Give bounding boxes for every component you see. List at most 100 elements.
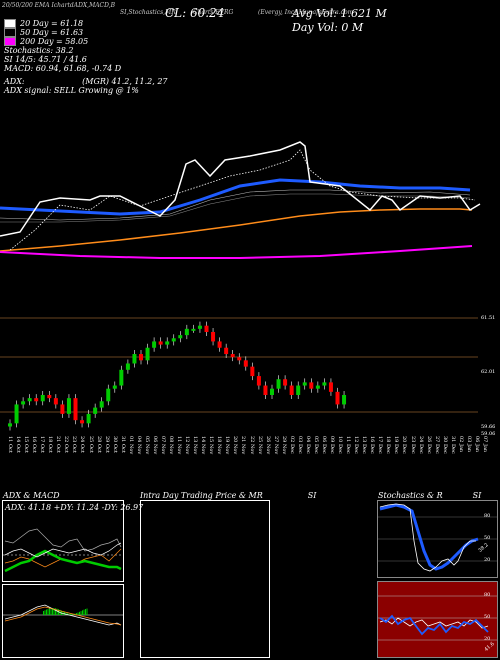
macd-bar <box>50 608 52 615</box>
candle-body <box>73 398 78 421</box>
candle-body <box>80 420 85 424</box>
macd-bar <box>79 611 80 615</box>
candle-body <box>322 382 327 386</box>
candle-body <box>178 335 183 339</box>
date-label: 27 Dec <box>433 436 440 454</box>
legend-ema50: 50 Day = 61.63 <box>4 28 168 37</box>
date-label: 15 Oct <box>23 436 30 453</box>
candle-body <box>40 394 45 402</box>
ema50-line <box>0 178 471 216</box>
macd-bar <box>52 608 53 615</box>
macd-bar <box>83 609 85 615</box>
price-label-1: 61.51 <box>481 315 496 321</box>
candle-body <box>289 385 294 395</box>
candle-body <box>237 357 242 361</box>
date-label: 29 Oct <box>103 436 110 453</box>
date-label: 03 Jan <box>465 436 472 453</box>
header-labels-2: SI,Stochastics,MR <box>120 9 176 16</box>
candle-body <box>66 398 71 414</box>
date-label: 27 Nov <box>272 436 279 455</box>
date-label: 03 Dec <box>296 436 303 454</box>
stoch-scale-50: 50 <box>484 535 491 541</box>
legend-ema200: 200 Day = 58.05 <box>4 37 168 46</box>
date-label: 16 Oct <box>31 436 38 453</box>
price-grid <box>0 317 478 413</box>
candle-body <box>250 366 255 377</box>
macd-bar <box>76 613 77 615</box>
candle-body <box>152 341 157 348</box>
macd-bar <box>67 613 68 615</box>
stochastics-chart <box>378 503 497 572</box>
date-label: 04 Nov <box>135 436 142 455</box>
candle-body <box>224 347 229 355</box>
candle-body <box>276 379 281 389</box>
date-label: 30 Oct <box>111 436 118 453</box>
candle-body <box>119 369 124 386</box>
ema50-swatch <box>4 28 16 37</box>
candle-body <box>8 423 12 427</box>
date-label: 22 Nov <box>248 436 255 455</box>
adx-chart <box>3 528 123 573</box>
date-label: 25 Oct <box>87 436 94 453</box>
price-line <box>0 141 481 237</box>
candle-body <box>309 382 314 389</box>
candle-body <box>243 360 248 367</box>
candle-body <box>158 341 163 345</box>
date-label: 20 Dec <box>401 436 408 454</box>
macd-bar <box>49 608 50 615</box>
stoch-scale-20: 20 <box>484 557 491 563</box>
candle-body <box>86 413 91 424</box>
candle-body <box>197 325 202 329</box>
rsi-chart <box>378 595 497 641</box>
legend-ema20: 20 Day = 61.18 <box>4 19 168 28</box>
date-axis: 11 Oct 14 Oct 15 Oct 16 Oct 17 Oct 18 Oct 21 O… <box>0 436 500 486</box>
date-label: 16 Dec <box>369 436 376 454</box>
date-label: 23 Oct <box>71 436 78 453</box>
candle-body <box>256 376 261 386</box>
candle-body <box>204 325 209 332</box>
candle-body <box>139 354 143 361</box>
ema20-swatch <box>4 19 16 28</box>
date-label: 20 Nov <box>232 436 239 455</box>
candlesticks <box>8 321 347 431</box>
rsi-panel: 80 50 20 41.6 <box>377 581 498 658</box>
date-label: 06 Jan <box>473 436 480 453</box>
date-label: 07 Nov <box>159 436 166 455</box>
date-label: 07 Jan <box>481 436 488 453</box>
adx-panel: ADX: 41.18 +DY: 11.24 -DY: 26.97 <box>2 500 143 582</box>
date-label: 21 Oct <box>55 436 62 453</box>
candle-body <box>217 341 222 348</box>
candle-body <box>125 363 130 370</box>
avg-volume: Avg Vol: 1.621 M <box>292 7 387 20</box>
candle-body <box>335 391 340 405</box>
date-label: 02 Dec <box>288 436 295 454</box>
date-label: 23 Dec <box>409 436 416 454</box>
candle-body <box>270 388 274 395</box>
main-chart <box>0 141 481 431</box>
candle-body <box>315 385 320 389</box>
date-label: 31 Dec <box>449 436 456 454</box>
header-labels-4: (Evergy, Inc) MunafaSutra.com <box>258 9 354 16</box>
candle-body <box>184 328 189 336</box>
date-label: 19 Dec <box>393 436 400 454</box>
ema20-line <box>9 149 476 251</box>
candle-body <box>99 401 104 408</box>
date-label: 15 Nov <box>208 436 215 455</box>
macd-bar <box>43 611 44 615</box>
date-label: 04 Dec <box>304 436 311 454</box>
stochastics-title: Stochastics & R SI <box>378 491 482 500</box>
price-label-2: 62.01 <box>481 369 496 375</box>
date-label: 14 Oct <box>15 436 22 453</box>
macd-bar <box>77 612 79 615</box>
candle-body <box>191 328 196 331</box>
intraday-panel <box>140 500 270 658</box>
candle-body <box>21 401 26 405</box>
legend-stochastics: Stochastics: 38.2 <box>4 46 74 55</box>
date-label: 11 Oct <box>7 436 13 453</box>
candle-body <box>112 385 117 389</box>
price-label-4: 59.06 <box>481 431 496 437</box>
day-volume: Day Vol: 0 M <box>292 21 364 34</box>
candle-body <box>165 341 170 345</box>
date-label: 08 Nov <box>168 436 174 455</box>
macd-bar <box>86 608 88 615</box>
